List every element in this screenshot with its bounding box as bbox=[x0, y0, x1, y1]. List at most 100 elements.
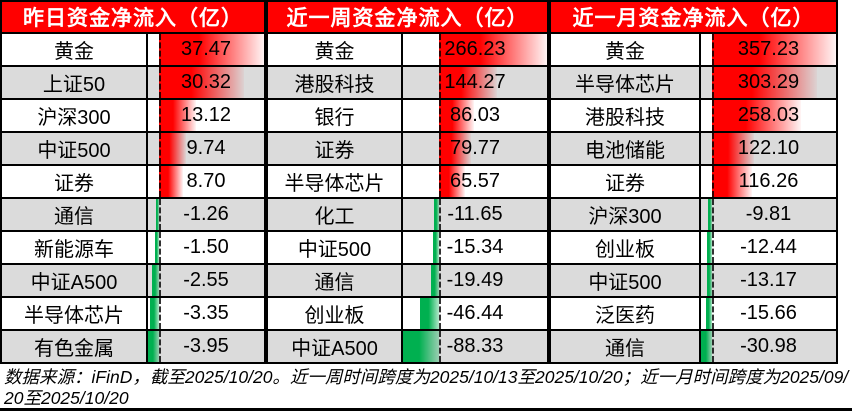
table-row: 中证A500 -2.55 bbox=[0, 263, 266, 298]
category-cell: 通信 bbox=[0, 197, 148, 232]
value-label: -13.17 bbox=[740, 269, 797, 291]
value-cell: 9.74 bbox=[146, 131, 266, 166]
table-row: 黄金 37.47 bbox=[0, 32, 266, 67]
value-cell: 357.23 bbox=[699, 32, 838, 67]
table-row: 沪深300 13.12 bbox=[0, 98, 266, 133]
group-header-row: 近一周资金净流入（亿） bbox=[266, 0, 549, 34]
value-label: -9.81 bbox=[745, 203, 792, 225]
value-label: 13.12 bbox=[180, 104, 232, 126]
value-cell: -9.81 bbox=[699, 197, 838, 232]
table-row: 港股科技 258.03 bbox=[549, 98, 838, 133]
zero-axis-line bbox=[159, 35, 162, 64]
category-cell: 通信 bbox=[266, 263, 403, 298]
value-label: -11.65 bbox=[447, 203, 503, 225]
value-cell: 65.57 bbox=[401, 164, 549, 199]
positive-data-bar bbox=[159, 134, 187, 163]
value-cell: -46.44 bbox=[401, 296, 549, 331]
negative-data-bar bbox=[149, 332, 160, 361]
value-cell: 303.29 bbox=[699, 65, 838, 100]
value-cell: -2.55 bbox=[146, 263, 266, 298]
zero-axis-line bbox=[159, 68, 162, 97]
category-cell: 黄金 bbox=[0, 32, 148, 67]
category-cell: 黄金 bbox=[549, 32, 701, 67]
value-label: -3.35 bbox=[183, 302, 229, 324]
negative-data-bar bbox=[707, 233, 712, 262]
value-label: 37.47 bbox=[180, 38, 232, 60]
table-row: 黄金 266.23 bbox=[266, 32, 549, 67]
positive-data-bar bbox=[438, 134, 472, 163]
fund-flow-tables: 昨日资金净流入（亿） 黄金 37.47 上证50 30.32 沪深300 13.12 中证50… bbox=[0, 0, 838, 364]
category-cell: 电池储能 bbox=[549, 131, 701, 166]
zero-axis-line bbox=[438, 200, 441, 229]
table-row: 港股科技 144.27 bbox=[266, 65, 549, 100]
zero-axis-line bbox=[159, 167, 162, 196]
value-cell: 8.70 bbox=[146, 164, 266, 199]
data-source-note: 数据来源：iFinD，截至2025/10/20。近一周时间跨度为2025/10/… bbox=[0, 364, 852, 411]
negative-data-bar bbox=[404, 332, 439, 361]
negative-data-bar bbox=[151, 266, 160, 295]
group-header-row: 近一月资金净流入（亿） bbox=[549, 0, 838, 34]
zero-axis-line bbox=[711, 134, 714, 163]
value-cell: 30.32 bbox=[146, 65, 266, 100]
value-label: 266.23 bbox=[444, 38, 506, 60]
table-row: 化工 -11.65 bbox=[266, 197, 549, 232]
category-cell: 中证A500 bbox=[0, 263, 148, 298]
value-cell: -12.44 bbox=[699, 230, 838, 265]
category-cell: 半导体芯片 bbox=[0, 296, 148, 331]
group-header: 近一月资金净流入（亿） bbox=[549, 0, 838, 34]
negative-data-bar bbox=[420, 299, 439, 328]
value-label: -88.33 bbox=[446, 335, 504, 357]
table-row: 通信 -19.49 bbox=[266, 263, 549, 298]
zero-axis-line bbox=[159, 101, 162, 130]
zero-axis-line bbox=[711, 101, 714, 130]
value-cell: -1.50 bbox=[146, 230, 266, 265]
category-cell: 沪深300 bbox=[0, 98, 148, 133]
table-row: 电池储能 122.10 bbox=[549, 131, 838, 166]
table-row: 半导体芯片 303.29 bbox=[549, 65, 838, 100]
value-cell: 116.26 bbox=[699, 164, 838, 199]
table-row: 中证A500 -88.33 bbox=[266, 329, 549, 364]
value-label: 116.26 bbox=[738, 170, 799, 192]
category-cell: 上证50 bbox=[0, 65, 148, 100]
zero-axis-line bbox=[711, 200, 714, 229]
positive-data-bar bbox=[711, 167, 753, 196]
value-cell: -30.98 bbox=[699, 329, 838, 364]
zero-axis-line bbox=[711, 332, 714, 361]
value-label: 8.70 bbox=[186, 170, 226, 192]
group-header-row: 昨日资金净流入（亿） bbox=[0, 0, 266, 34]
value-cell: -15.66 bbox=[699, 296, 838, 331]
value-label: 122.10 bbox=[737, 137, 800, 159]
group-header: 近一周资金净流入（亿） bbox=[266, 0, 549, 34]
category-cell: 证券 bbox=[266, 131, 403, 166]
value-cell: 258.03 bbox=[699, 98, 838, 133]
value-label: -46.44 bbox=[446, 302, 504, 324]
category-cell: 证券 bbox=[549, 164, 701, 199]
table-row: 泛医药 -15.66 bbox=[549, 296, 838, 331]
value-label: 357.23 bbox=[737, 38, 800, 60]
zero-axis-line bbox=[438, 68, 441, 97]
value-cell: 144.27 bbox=[401, 65, 549, 100]
table-row: 创业板 -46.44 bbox=[266, 296, 549, 331]
category-cell: 泛医药 bbox=[549, 296, 701, 331]
value-label: -15.34 bbox=[446, 236, 504, 258]
value-label: -12.44 bbox=[740, 236, 797, 258]
zero-axis-line bbox=[159, 299, 162, 328]
positive-data-bar bbox=[711, 134, 755, 163]
fund-flow-group: 昨日资金净流入（亿） 黄金 37.47 上证50 30.32 沪深300 13.12 中证50… bbox=[0, 0, 266, 364]
table-row: 黄金 357.23 bbox=[549, 32, 838, 67]
value-cell: 37.47 bbox=[146, 32, 266, 67]
zero-axis-line bbox=[159, 134, 162, 163]
category-cell: 黄金 bbox=[266, 32, 403, 67]
positive-data-bar bbox=[159, 167, 184, 196]
zero-axis-line bbox=[711, 299, 714, 328]
value-label: -1.50 bbox=[183, 236, 229, 258]
negative-data-bar bbox=[430, 266, 439, 295]
negative-data-bar bbox=[706, 299, 712, 328]
value-cell: -3.35 bbox=[146, 296, 266, 331]
value-cell: -3.95 bbox=[146, 329, 266, 364]
zero-axis-line bbox=[438, 134, 441, 163]
category-cell: 通信 bbox=[549, 329, 701, 364]
value-label: 30.32 bbox=[180, 71, 232, 93]
positive-data-bar bbox=[438, 167, 466, 196]
negative-data-bar bbox=[708, 200, 712, 229]
